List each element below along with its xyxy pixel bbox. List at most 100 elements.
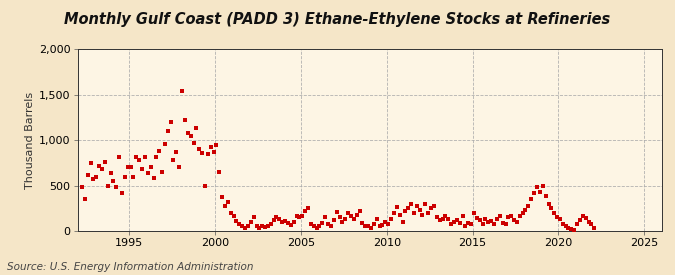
Point xyxy=(429,204,439,209)
Point xyxy=(348,217,359,221)
Point xyxy=(142,171,153,175)
Point xyxy=(380,220,391,224)
Point xyxy=(443,217,454,221)
Point xyxy=(145,165,156,170)
Point xyxy=(269,218,279,222)
Point xyxy=(323,222,333,226)
Text: Monthly Gulf Coast (PADD 3) Ethane-Ethylene Stocks at Refineries: Monthly Gulf Coast (PADD 3) Ethane-Ethyl… xyxy=(64,12,611,28)
Point xyxy=(500,222,511,226)
Point xyxy=(426,206,437,211)
Point xyxy=(477,222,488,226)
Point xyxy=(537,183,548,188)
Point xyxy=(283,221,294,225)
Point xyxy=(305,222,316,226)
Point xyxy=(389,211,400,215)
Point xyxy=(200,183,211,188)
Point xyxy=(554,217,565,221)
Point xyxy=(489,222,500,226)
Point xyxy=(302,206,313,211)
Point xyxy=(234,222,245,226)
Point xyxy=(231,219,242,223)
Point xyxy=(131,154,142,159)
Point xyxy=(532,184,543,189)
Point xyxy=(294,215,305,219)
Point xyxy=(472,216,483,221)
Point xyxy=(463,221,474,225)
Point xyxy=(520,208,531,212)
Point xyxy=(99,160,110,164)
Point xyxy=(406,202,416,206)
Point xyxy=(194,147,205,152)
Point xyxy=(452,218,462,222)
Point xyxy=(263,223,273,228)
Point xyxy=(168,158,179,163)
Point xyxy=(196,151,207,155)
Point xyxy=(256,224,267,229)
Point xyxy=(343,211,354,215)
Point xyxy=(88,177,99,182)
Point xyxy=(354,209,365,213)
Point xyxy=(577,213,588,218)
Point xyxy=(157,170,167,174)
Point xyxy=(377,222,388,227)
Point xyxy=(371,217,382,221)
Point xyxy=(85,161,96,165)
Y-axis label: Thousand Barrels: Thousand Barrels xyxy=(25,92,35,189)
Point xyxy=(460,223,470,228)
Point xyxy=(80,197,90,201)
Point xyxy=(188,141,199,145)
Point xyxy=(449,220,460,224)
Point xyxy=(400,209,410,213)
Point xyxy=(560,224,571,229)
Point xyxy=(454,221,465,225)
Point xyxy=(205,144,216,149)
Point xyxy=(417,213,428,217)
Point xyxy=(340,217,350,221)
Point xyxy=(572,222,583,226)
Point xyxy=(114,154,125,159)
Point xyxy=(346,214,356,219)
Point xyxy=(311,226,322,230)
Point xyxy=(360,223,371,228)
Point xyxy=(543,202,554,206)
Point xyxy=(517,211,528,215)
Point xyxy=(486,219,497,223)
Point xyxy=(512,220,522,224)
Point xyxy=(494,213,505,218)
Point xyxy=(122,165,133,170)
Point xyxy=(291,213,302,218)
Point xyxy=(351,213,362,217)
Point xyxy=(423,211,434,215)
Text: Source: U.S. Energy Information Administration: Source: U.S. Energy Information Administ… xyxy=(7,262,253,272)
Point xyxy=(165,120,176,124)
Point xyxy=(108,179,119,183)
Point xyxy=(529,191,539,195)
Point xyxy=(509,218,520,222)
Point xyxy=(337,220,348,224)
Point xyxy=(431,215,442,219)
Point xyxy=(366,226,377,230)
Point xyxy=(297,213,308,218)
Point xyxy=(117,191,128,195)
Point xyxy=(177,89,188,94)
Point xyxy=(286,222,296,227)
Point xyxy=(228,214,239,219)
Point xyxy=(151,154,162,159)
Point xyxy=(383,222,394,226)
Point xyxy=(549,211,560,215)
Point xyxy=(403,206,414,211)
Point xyxy=(260,225,271,230)
Point xyxy=(397,220,408,224)
Point xyxy=(90,175,101,180)
Point xyxy=(317,221,328,225)
Point xyxy=(140,154,151,159)
Point xyxy=(362,224,373,229)
Point xyxy=(466,222,477,226)
Point xyxy=(154,149,165,153)
Point xyxy=(76,185,87,190)
Point xyxy=(94,163,105,168)
Point xyxy=(434,218,445,222)
Point xyxy=(325,223,336,228)
Point xyxy=(566,227,576,231)
Point xyxy=(526,197,537,201)
